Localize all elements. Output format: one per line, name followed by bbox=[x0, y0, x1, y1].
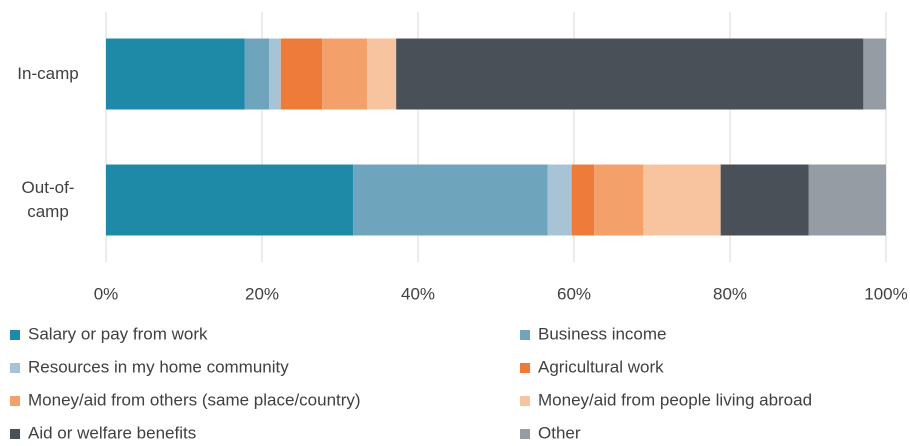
bar-segment bbox=[571, 164, 595, 236]
legend-label: Other bbox=[538, 423, 581, 442]
bar-segment bbox=[269, 38, 281, 110]
legend-swatch bbox=[10, 363, 20, 373]
bar-segment bbox=[106, 164, 354, 236]
y-tick-label: In-camp bbox=[17, 64, 79, 83]
legend-label: Salary or pay from work bbox=[28, 324, 208, 343]
legend-swatch bbox=[520, 363, 530, 373]
x-tick-label: 40% bbox=[401, 284, 435, 303]
x-tick-label: 60% bbox=[557, 284, 591, 303]
bar-segment bbox=[367, 38, 397, 110]
bar-segment bbox=[547, 164, 572, 236]
legend-swatch bbox=[10, 330, 20, 340]
bar-segment bbox=[643, 164, 721, 236]
legend-label: Agricultural work bbox=[538, 357, 664, 376]
bar-segment bbox=[594, 164, 644, 236]
legend-swatch bbox=[10, 396, 20, 406]
bar-segment bbox=[720, 164, 809, 236]
legend-label: Money/aid from others (same place/countr… bbox=[28, 390, 361, 409]
bar-segment bbox=[808, 164, 886, 236]
x-tick-label: 20% bbox=[245, 284, 279, 303]
legend-label: Business income bbox=[538, 324, 667, 343]
legend-swatch bbox=[520, 429, 530, 439]
bar-segment bbox=[106, 38, 245, 110]
bar-segment bbox=[863, 38, 886, 110]
legend-swatch bbox=[10, 429, 20, 439]
bar-segment bbox=[396, 38, 864, 110]
x-tick-label: 80% bbox=[713, 284, 747, 303]
legend-label: Aid or welfare benefits bbox=[28, 423, 196, 442]
legend-label: Resources in my home community bbox=[28, 357, 289, 376]
bar-segment bbox=[353, 164, 548, 236]
y-tick-label: Out-of-camp bbox=[21, 178, 75, 221]
x-tick-label: 0% bbox=[94, 284, 119, 303]
bar-segment bbox=[244, 38, 270, 110]
legend-swatch bbox=[520, 330, 530, 340]
legend-swatch bbox=[520, 396, 530, 406]
x-tick-label: 100% bbox=[864, 284, 907, 303]
legend-label: Money/aid from people living abroad bbox=[538, 390, 812, 409]
bar-segment bbox=[280, 38, 323, 110]
bar-segment bbox=[322, 38, 368, 110]
